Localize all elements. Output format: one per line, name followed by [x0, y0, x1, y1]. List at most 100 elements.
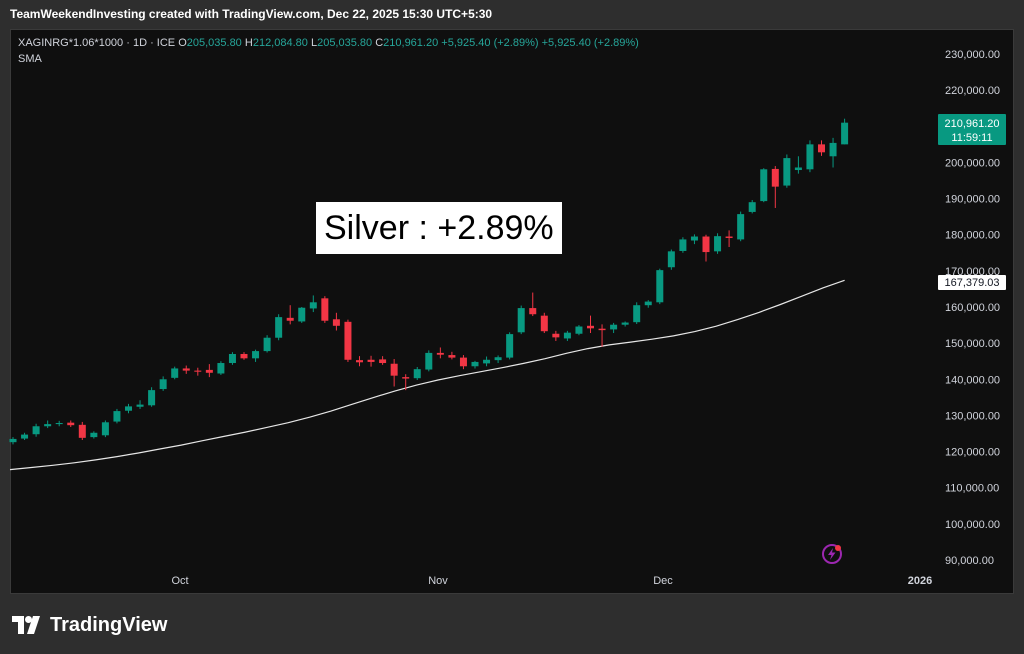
- candle: [413, 366, 421, 381]
- tradingview-logo: TradingView: [12, 612, 167, 638]
- candle-body: [413, 369, 421, 379]
- candle: [159, 376, 167, 391]
- candle: [760, 168, 768, 203]
- sma-value-tag: 167,379.03: [938, 275, 1006, 290]
- bar-countdown: 11:59:11: [951, 132, 992, 144]
- chart-credit: TeamWeekendInvesting created with Tradin…: [10, 7, 493, 21]
- candle: [113, 408, 121, 424]
- candle: [344, 319, 352, 362]
- candle-body: [332, 319, 340, 326]
- y-tick-label: 120,000.00: [945, 447, 1000, 459]
- candle-body: [575, 326, 583, 334]
- candle-body: [644, 301, 652, 306]
- candle-body: [344, 321, 352, 360]
- candle-body: [621, 322, 629, 325]
- candle: [101, 420, 109, 438]
- candle: [136, 400, 144, 409]
- candle: [32, 423, 40, 437]
- candle: [506, 332, 514, 360]
- sma-layer: [9, 279, 845, 471]
- y-tick-label: 100,000.00: [945, 519, 1000, 531]
- candle: [171, 366, 179, 380]
- candle-body: [182, 368, 190, 371]
- sma-value: 167,379.03: [944, 277, 999, 289]
- candle: [494, 355, 502, 364]
- x-tick-label: 2026: [908, 575, 932, 587]
- candle-body: [78, 424, 86, 438]
- candle-body: [390, 363, 398, 376]
- candle-layer: [9, 118, 849, 445]
- candle: [55, 420, 63, 427]
- candle-body: [725, 236, 733, 238]
- candle: [829, 137, 837, 168]
- candle: [459, 355, 467, 370]
- candle: [448, 351, 456, 360]
- candle: [725, 230, 733, 248]
- high-label: H: [244, 37, 253, 49]
- candle-body: [263, 337, 271, 352]
- candle: [44, 420, 52, 429]
- symbol-name: XAGINRG*1.06*1000 · 1D · ICE: [18, 37, 176, 49]
- candle-body: [690, 236, 698, 241]
- candle: [598, 324, 606, 347]
- y-tick-label: 190,000.00: [945, 194, 1000, 206]
- candle-body: [563, 332, 571, 339]
- candle: [540, 312, 548, 334]
- candle: [125, 403, 132, 414]
- candle: [818, 140, 825, 156]
- candle-body: [148, 390, 156, 406]
- candle-body: [205, 369, 213, 373]
- candle-body: [309, 302, 317, 309]
- y-tick-label: 130,000.00: [945, 410, 1000, 422]
- candle-body: [425, 352, 433, 370]
- candle-body: [436, 352, 444, 355]
- candle-body: [714, 236, 722, 252]
- x-tick-label: Dec: [653, 575, 673, 587]
- candle-body: [818, 144, 825, 153]
- candle: [367, 355, 375, 367]
- annotation-text: Silver : +2.89%: [316, 202, 562, 254]
- candle-body: [610, 324, 618, 330]
- candle-body: [125, 406, 132, 411]
- lightning-icon[interactable]: [821, 543, 843, 565]
- candle: [240, 352, 248, 360]
- candle: [321, 296, 329, 323]
- y-tick-label: 220,000.00: [945, 85, 1000, 97]
- candle-body: [702, 236, 710, 253]
- change-value-2: +5,925.40 (+2.89%): [541, 37, 639, 49]
- open-label: O: [178, 37, 187, 49]
- candle: [644, 300, 652, 308]
- tradingview-wordmark: TradingView: [50, 613, 168, 636]
- candle-body: [667, 251, 675, 268]
- candle: [78, 421, 86, 441]
- y-tick-label: 110,000.00: [945, 483, 999, 495]
- y-tick-label: 160,000.00: [945, 302, 1000, 314]
- open-value: 205,035.80: [186, 37, 242, 49]
- candle-body: [136, 404, 144, 407]
- candle-body: [113, 411, 121, 422]
- candle: [90, 431, 98, 439]
- candle: [714, 233, 722, 254]
- candle-body: [275, 317, 283, 338]
- y-tick-label: 230,000.00: [945, 49, 1000, 61]
- sma-indicator-label[interactable]: SMA: [18, 53, 42, 65]
- candle: [21, 432, 29, 441]
- candle: [575, 325, 583, 336]
- candle-body: [748, 202, 756, 212]
- candle: [552, 330, 560, 341]
- candle-body: [448, 355, 456, 358]
- candle: [610, 322, 618, 334]
- candle-body: [252, 351, 260, 359]
- candle: [483, 356, 491, 367]
- price-tags: 210,961.20 11:59:11 167,379.03: [938, 114, 1006, 290]
- candle: [194, 367, 202, 376]
- candle-body: [598, 328, 606, 331]
- candle: [425, 350, 433, 372]
- candle: [275, 314, 283, 341]
- candle-body: [656, 270, 664, 303]
- candle-body: [552, 333, 560, 338]
- candle: [587, 315, 594, 334]
- candle-body: [159, 379, 167, 390]
- candle-body: [321, 298, 329, 321]
